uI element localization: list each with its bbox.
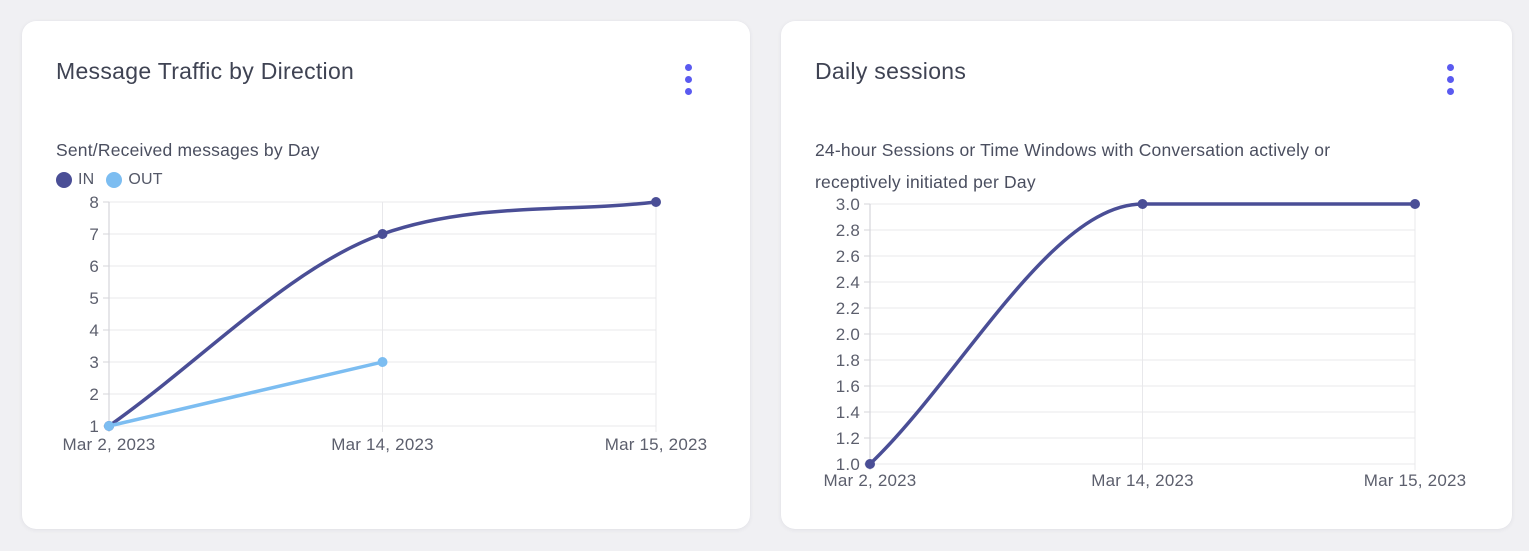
- tick-label: 1.4: [836, 403, 860, 422]
- card-header: Daily sessions: [815, 58, 1478, 99]
- legend-dot-icon: [106, 172, 123, 188]
- data-point: [865, 459, 875, 469]
- tick-label: 2: [89, 385, 99, 404]
- tick-label: 2.6: [836, 247, 860, 266]
- card-subtitle: Sent/Received messages by Day: [56, 140, 320, 160]
- tick-label: Mar 14, 2023: [1091, 471, 1194, 490]
- tick-label: 2.0: [836, 325, 860, 344]
- tick-label: 1.8: [836, 351, 860, 370]
- data-point: [1410, 199, 1420, 209]
- tick-label: 1.2: [836, 429, 860, 448]
- card-subtitle: 24-hour Sessions or Time Windows with Co…: [815, 140, 1331, 192]
- legend-label: IN: [78, 171, 95, 188]
- card-title: Message Traffic by Direction: [56, 58, 355, 84]
- legend-label: OUT: [128, 171, 163, 188]
- tick-label: Mar 2, 2023: [824, 471, 917, 490]
- tick-label: 8: [89, 193, 99, 212]
- data-point: [1137, 199, 1148, 209]
- legend-item-out[interactable]: OUT: [106, 171, 163, 189]
- tick-label: 2.2: [836, 299, 860, 318]
- tick-label: 2.8: [836, 221, 860, 240]
- legend-dot-icon: [56, 172, 72, 188]
- data-point: [377, 357, 388, 367]
- tick-label: 3.0: [836, 195, 860, 214]
- data-point: [651, 197, 661, 207]
- message-traffic-line-chart[interactable]: 1 2 3 4 5 6 7 8 Mar 2, 2023 Mar 14, 2023 Mar 15, 2…: [43, 188, 737, 478]
- data-point: [104, 421, 114, 431]
- tick-label: 4: [89, 321, 99, 340]
- tick-label: 7: [89, 225, 99, 244]
- card-title: Daily sessions: [815, 58, 967, 84]
- tick-label: 3: [89, 353, 99, 372]
- more-options-button[interactable]: [1441, 60, 1460, 99]
- data-point: [377, 229, 388, 239]
- tick-label: 5: [89, 289, 99, 308]
- tick-label: 2.4: [836, 273, 860, 292]
- tick-label: Mar 15, 2023: [605, 435, 708, 454]
- more-options-button[interactable]: [679, 60, 698, 99]
- chart-legend: IN OUT: [56, 171, 716, 189]
- card-message-traffic: Message Traffic by Direction Sent/Receiv…: [22, 21, 750, 529]
- legend-item-in[interactable]: IN: [56, 171, 94, 189]
- daily-sessions-line-chart[interactable]: 1.0 1.2 1.4 1.6 1.8 2.0 2.2 2.4 2.6 2.8 3.0 Mar 2, …: [803, 190, 1503, 510]
- card-daily-sessions: Daily sessions 24-hour Sessions or Time …: [781, 21, 1512, 529]
- tick-label: Mar 14, 2023: [331, 435, 434, 454]
- tick-label: 1: [89, 417, 99, 436]
- series-line-Sessions: [868, 202, 1417, 466]
- series-line-OUT: [107, 360, 385, 428]
- tick-label: 1.6: [836, 377, 860, 396]
- tick-label: Mar 15, 2023: [1364, 471, 1467, 490]
- kebab-menu-icon: [685, 64, 692, 95]
- card-header: Message Traffic by Direction: [56, 58, 716, 99]
- tick-label: 6: [89, 257, 99, 276]
- tick-label: Mar 2, 2023: [63, 435, 156, 454]
- kebab-menu-icon: [1447, 64, 1454, 95]
- tick-label: 1.0: [836, 455, 860, 474]
